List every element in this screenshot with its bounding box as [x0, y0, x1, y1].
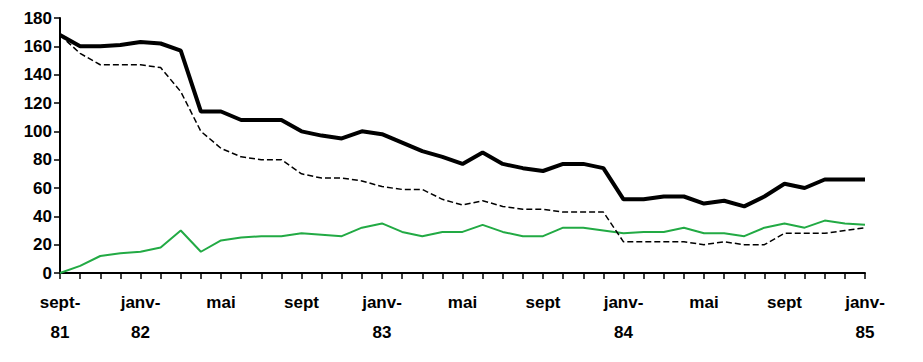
svg-text:140: 140	[24, 65, 52, 84]
svg-text:janv-: janv-	[361, 293, 402, 312]
svg-text:janv-: janv-	[120, 293, 161, 312]
svg-text:81: 81	[51, 323, 70, 342]
svg-text:mai: mai	[689, 293, 718, 312]
svg-text:160: 160	[24, 37, 52, 56]
svg-text:180: 180	[24, 9, 52, 28]
svg-text:sept: sept	[767, 293, 802, 312]
svg-text:80: 80	[33, 150, 52, 169]
svg-text:84: 84	[614, 323, 633, 342]
svg-text:0: 0	[43, 264, 52, 283]
svg-text:mai: mai	[206, 293, 235, 312]
svg-text:85: 85	[856, 323, 875, 342]
svg-text:20: 20	[33, 235, 52, 254]
svg-text:janv-: janv-	[844, 293, 885, 312]
svg-text:120: 120	[24, 94, 52, 113]
svg-text:82: 82	[131, 323, 150, 342]
svg-text:sept: sept	[526, 293, 561, 312]
svg-text:sept-: sept-	[40, 293, 81, 312]
svg-text:83: 83	[373, 323, 392, 342]
svg-text:100: 100	[24, 122, 52, 141]
svg-text:60: 60	[33, 179, 52, 198]
svg-text:mai: mai	[448, 293, 477, 312]
svg-text:40: 40	[33, 207, 52, 226]
svg-text:janv-: janv-	[603, 293, 644, 312]
svg-text:sept: sept	[284, 293, 319, 312]
